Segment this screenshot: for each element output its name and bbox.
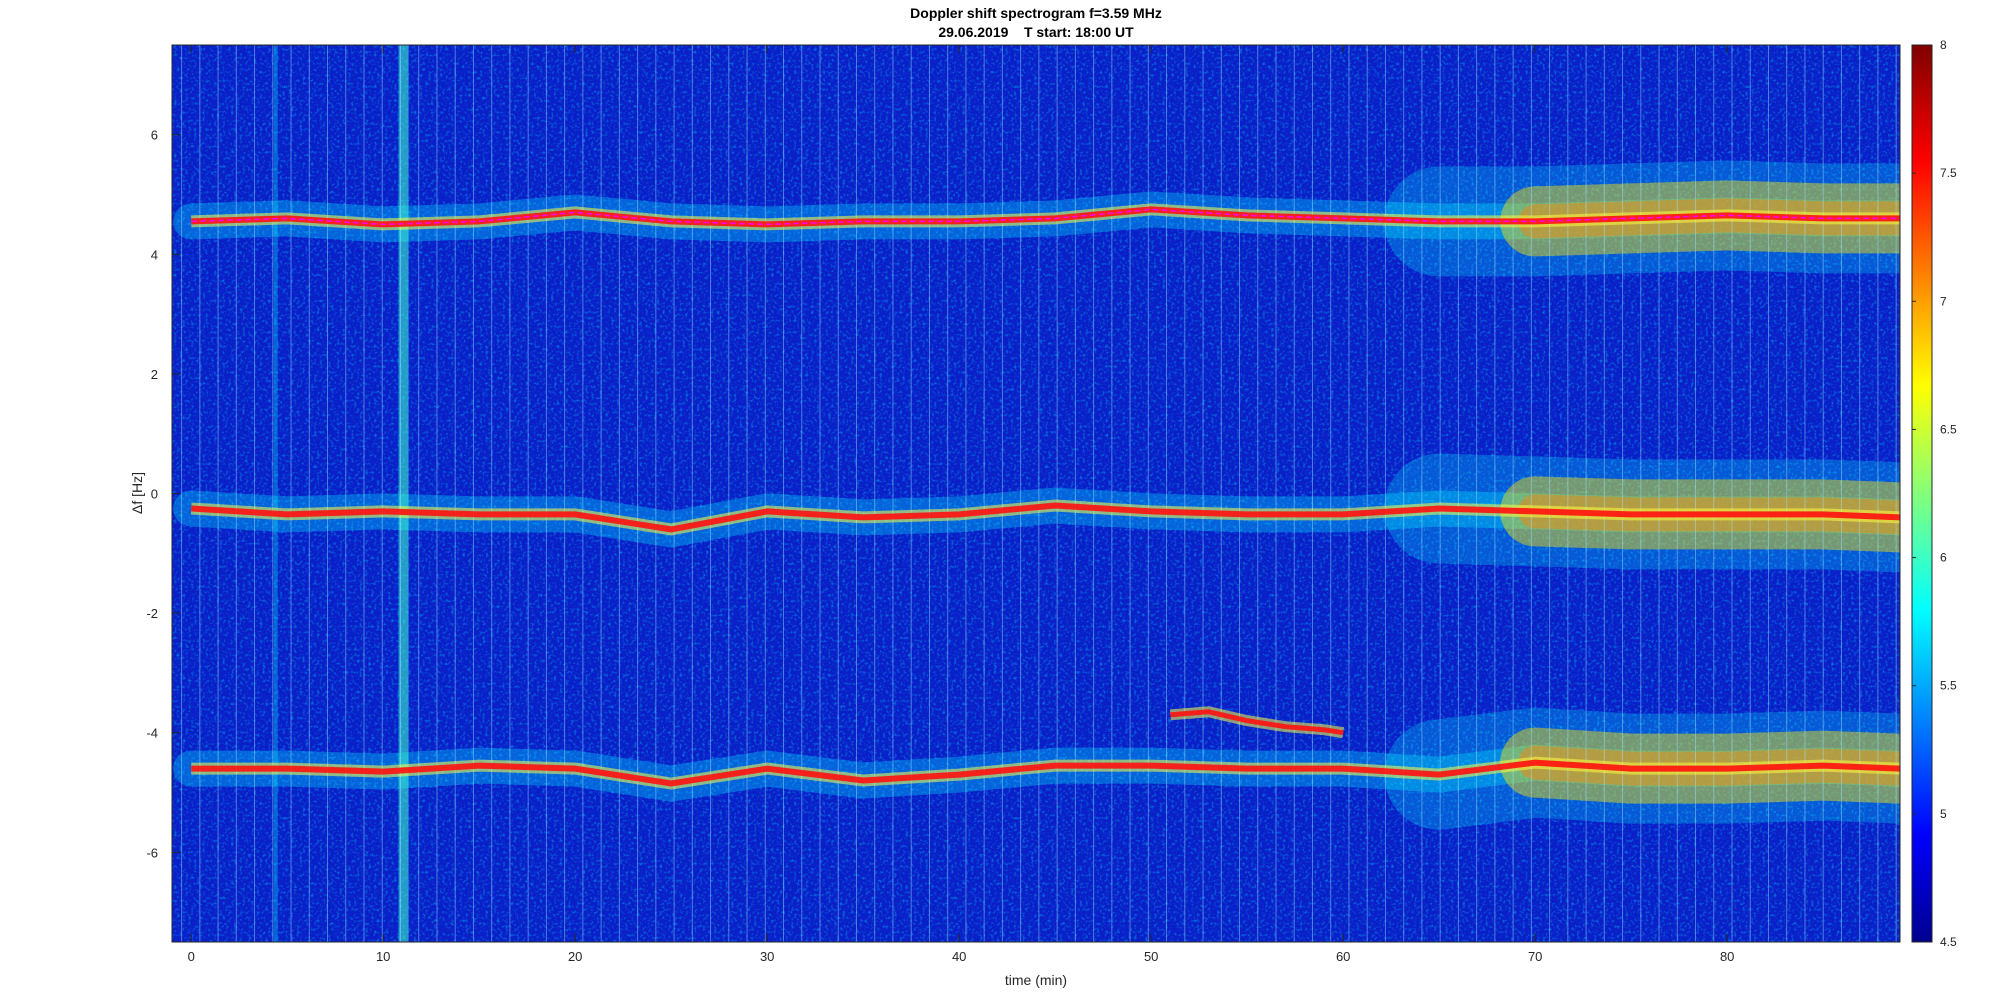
y-axis: 6 4 2 0 -2 -4 -6 (146, 128, 180, 860)
time-markers (181, 45, 1897, 942)
x-tick-label: 70 (1528, 949, 1542, 964)
chart-title: Doppler shift spectrogram f=3.59 MHz (910, 5, 1162, 21)
colorbar: 8 7.5 7 6.5 6 5.5 5 4.5 (1911, 38, 1957, 949)
colorbar-tick-label: 8 (1940, 38, 1947, 52)
x-tick-label: 10 (376, 949, 390, 964)
x-tick-label: 80 (1720, 949, 1734, 964)
trace-fit-line (191, 208, 1900, 226)
colorbar-ticks: 8 7.5 7 6.5 6 5.5 5 4.5 (1912, 38, 1957, 949)
colorbar-tick-label: 5.5 (1940, 679, 1957, 693)
trace-lines (190, 203, 1900, 790)
noise-texture (172, 45, 1900, 942)
chart-subtitle: 29.06.2019 T start: 18:00 UT (938, 24, 1134, 40)
trace-lower (191, 759, 1900, 787)
y-tick-label: -6 (146, 845, 158, 860)
y-tick-label: 2 (151, 367, 158, 382)
y-tick-label: 0 (151, 487, 158, 502)
colorbar-tick-label: 6.5 (1940, 422, 1957, 436)
colorbar-tick-label: 7 (1940, 294, 1947, 308)
spectrogram-plot (172, 45, 1900, 942)
trace-middle (191, 502, 1900, 533)
y-tick-label: -2 (146, 606, 158, 621)
vertical-streak (273, 45, 278, 942)
x-tick-label: 0 (188, 949, 195, 964)
y-tick-label: 4 (151, 247, 158, 262)
vertical-streak (398, 45, 409, 942)
colorbar-gradient (1911, 44, 1933, 943)
y-axis-label: Δf [Hz] (129, 472, 145, 514)
colorbar-tick-label: 5 (1940, 807, 1947, 821)
x-tick-label: 40 (952, 949, 966, 964)
x-tick-label: 60 (1336, 949, 1350, 964)
trace-secondary (1170, 709, 1344, 736)
colorbar-tick-label: 7.5 (1940, 166, 1957, 180)
x-tick-label: 30 (760, 949, 774, 964)
colorbar-tick-label: 4.5 (1940, 935, 1957, 949)
x-tick-label: 20 (568, 949, 582, 964)
y-tick-label: 6 (151, 128, 158, 143)
y-tick-label: -4 (146, 726, 158, 741)
x-axis-label: time (min) (1005, 972, 1067, 988)
x-axis: 0 10 20 30 40 50 60 70 80 (188, 45, 1734, 964)
colorbar-tick-label: 6 (1940, 551, 1947, 565)
x-tick-label: 50 (1144, 949, 1158, 964)
